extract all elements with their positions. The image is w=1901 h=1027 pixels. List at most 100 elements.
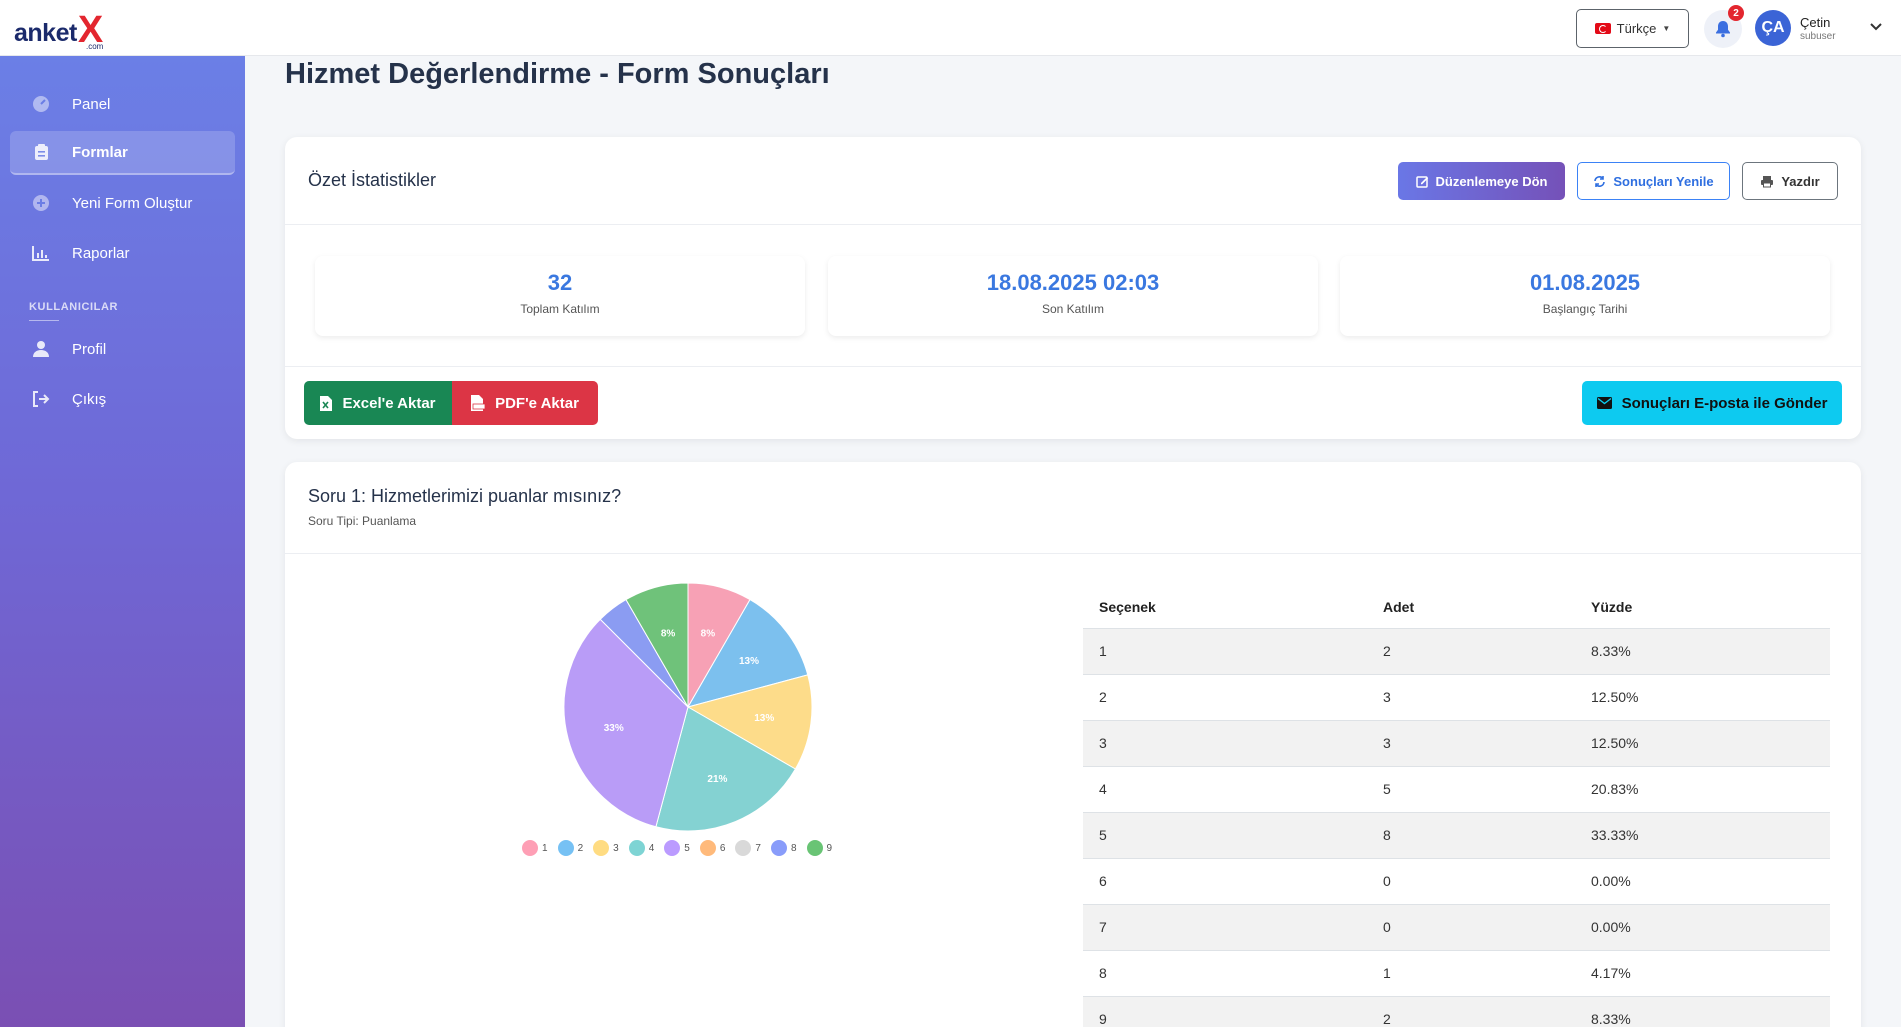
pie-data-label: 33% — [604, 723, 624, 734]
chart-icon — [30, 242, 52, 264]
pie-data-label: 8% — [701, 629, 716, 640]
excel-file-icon — [320, 395, 333, 411]
edit-back-button[interactable]: Düzenlemeye Dön — [1398, 162, 1565, 200]
table-cell: 2 — [1083, 674, 1367, 721]
table-row: 3 3 12.50% — [1083, 720, 1830, 767]
print-button[interactable]: Yazdır — [1742, 162, 1838, 200]
user-icon — [30, 338, 52, 360]
plus-circle-icon — [30, 192, 52, 214]
table-cell: 8.33% — [1575, 996, 1830, 1027]
summary-title: Özet İstatistikler — [308, 170, 437, 190]
stat-start-date: 01.08.2025 Başlangıç Tarihi — [1340, 256, 1830, 336]
sidebar: Panel Formlar Yeni Form Oluştur Raporlar… — [0, 56, 245, 1027]
legend-item-6[interactable]: 6 — [699, 840, 726, 856]
legend-item-3[interactable]: 3 — [593, 840, 619, 856]
legend-label: 8 — [790, 842, 797, 854]
table-header-row: Seçenek Adet Yüzde — [1083, 587, 1830, 629]
export-pdf-button[interactable]: PDF'e Aktar — [452, 381, 598, 425]
legend-item-9[interactable]: 9 — [806, 840, 832, 856]
legend-label: 3 — [613, 842, 619, 854]
sidebar-item-panel[interactable]: Panel — [10, 82, 235, 126]
table-cell: 2 — [1367, 996, 1575, 1027]
brand-logo[interactable]: anket X .com — [14, 6, 104, 51]
pie-data-label: 8% — [661, 629, 676, 640]
sidebar-item-label: Yeni Form Oluştur — [72, 194, 193, 212]
sidebar-item-label: Panel — [72, 95, 111, 113]
table-row: 9 2 8.33% — [1083, 996, 1830, 1027]
brand-suffix: .com — [86, 42, 104, 51]
legend-item-5[interactable]: 5 — [664, 840, 690, 856]
avatar[interactable]: ÇA — [1755, 10, 1791, 46]
edit-back-label: Düzenlemeye Dön — [1435, 173, 1548, 189]
table-cell: 4 — [1083, 766, 1367, 813]
section-divider — [29, 320, 59, 321]
sidebar-section-title: KULLANICILAR — [29, 301, 119, 313]
stat-value: 01.08.2025 — [1529, 270, 1641, 295]
table-cell: 1 — [1083, 628, 1367, 675]
email-results-button[interactable]: Sonuçları E-posta ile Gönder — [1582, 381, 1842, 425]
print-icon — [1761, 175, 1774, 187]
user-role: subuser — [1800, 31, 1836, 42]
legend-item-2[interactable]: 2 — [557, 840, 584, 856]
language-dropdown[interactable]: Türkçe ▼ — [1576, 9, 1689, 48]
pie-slice-2[interactable] — [686, 598, 809, 708]
legend-label: 7 — [755, 842, 761, 854]
legend-item-7[interactable]: 7 — [735, 840, 761, 856]
chevron-down-icon[interactable] — [1868, 18, 1884, 34]
turkey-flag-icon — [1594, 23, 1611, 34]
sidebar-item-new-form[interactable]: Yeni Form Oluştur — [10, 181, 235, 225]
pie-slice-9[interactable] — [625, 582, 689, 709]
table-cell: 12.50% — [1575, 674, 1830, 721]
language-label: Türkçe — [1616, 21, 1657, 36]
envelope-icon — [1596, 397, 1612, 409]
notification-badge: 2 — [1728, 5, 1744, 21]
legend-label: 6 — [719, 842, 726, 854]
legend-swatch — [699, 840, 716, 856]
brand-text: anket — [14, 19, 77, 47]
table-header: Seçenek — [1083, 587, 1367, 629]
sidebar-item-label: Çıkış — [72, 390, 107, 408]
table-row: 2 3 12.50% — [1083, 674, 1830, 721]
email-results-label: Sonuçları E-posta ile Gönder — [1621, 394, 1828, 412]
sidebar-item-label: Profil — [72, 340, 107, 358]
export-excel-label: Excel'e Aktar — [342, 394, 436, 412]
divider — [285, 553, 1861, 554]
sidebar-item-raporlar[interactable]: Raporlar — [10, 231, 235, 275]
table-cell: 8.33% — [1575, 628, 1830, 675]
table-row: 8 1 4.17% — [1083, 950, 1830, 997]
results-table: Seçenek Adet Yüzde 1 2 8.33% 2 3 12.50% 3 3 12.5… — [1083, 587, 1830, 1027]
user-name[interactable]: Çetin — [1800, 15, 1831, 30]
stat-last-participation: 18.08.2025 02:03 Son Katılım — [828, 256, 1318, 336]
legend-swatch — [735, 840, 752, 856]
legend-swatch — [522, 840, 538, 856]
refresh-icon — [1594, 175, 1606, 187]
export-excel-button[interactable]: Excel'e Aktar — [304, 381, 452, 425]
caret-down-icon: ▼ — [1662, 24, 1671, 33]
legend-item-1[interactable]: 1 — [522, 840, 548, 856]
chart-legend: 1 2 3 4 5 6 7 8 9 — [522, 840, 832, 856]
legend-item-8[interactable]: 8 — [770, 840, 797, 856]
pie-chart: 8% 13% 13% 21% 33% 8% — [563, 582, 813, 832]
print-label: Yazdır — [1781, 173, 1820, 189]
sign-out-icon — [30, 388, 52, 410]
table-cell: 0 — [1367, 858, 1575, 905]
table-cell: 33.33% — [1575, 812, 1830, 859]
table-cell: 1 — [1367, 950, 1575, 997]
legend-label: 2 — [577, 842, 584, 854]
sidebar-item-profil[interactable]: Profil — [10, 327, 235, 371]
table-cell: 9 — [1083, 996, 1367, 1027]
pie-slice-3[interactable] — [686, 674, 813, 770]
legend-label: 4 — [648, 842, 655, 854]
pie-slice-5[interactable] — [563, 618, 689, 828]
notifications-button[interactable]: 2 — [1704, 5, 1744, 48]
sidebar-item-formlar[interactable]: Formlar — [10, 131, 235, 175]
legend-swatch — [557, 840, 574, 856]
stat-value: 32 — [547, 270, 573, 295]
sidebar-item-cikis[interactable]: Çıkış — [10, 377, 235, 421]
sidebar-item-label: Raporlar — [72, 244, 130, 262]
question-title: Soru 1: Hizmetlerimizi puanlar mısınız? — [308, 486, 622, 506]
edit-icon — [1415, 175, 1428, 188]
pie-slice-4[interactable] — [655, 706, 797, 832]
legend-item-4[interactable]: 4 — [628, 840, 655, 856]
refresh-results-button[interactable]: Sonuçları Yenile — [1577, 162, 1730, 200]
